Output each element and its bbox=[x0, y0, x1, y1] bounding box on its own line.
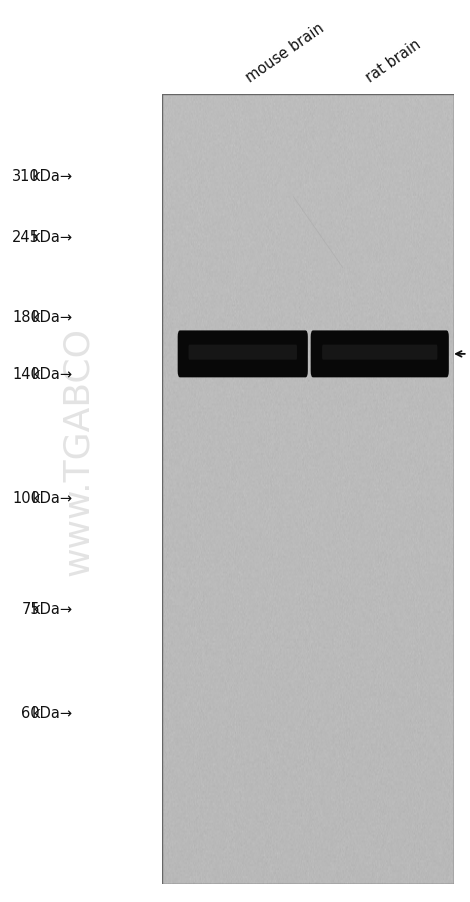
Text: 75: 75 bbox=[21, 602, 40, 616]
Text: kDa→: kDa→ bbox=[31, 230, 73, 244]
Text: kDa→: kDa→ bbox=[31, 602, 73, 616]
Text: kDa→: kDa→ bbox=[31, 169, 73, 183]
FancyBboxPatch shape bbox=[188, 345, 297, 360]
Text: 245: 245 bbox=[12, 230, 40, 244]
Text: 60: 60 bbox=[21, 705, 40, 720]
FancyBboxPatch shape bbox=[178, 331, 308, 378]
FancyBboxPatch shape bbox=[322, 345, 438, 360]
Text: kDa→: kDa→ bbox=[31, 705, 73, 720]
Text: kDa→: kDa→ bbox=[31, 367, 73, 382]
Text: 140: 140 bbox=[12, 367, 40, 382]
Text: kDa→: kDa→ bbox=[31, 310, 73, 325]
Text: kDa→: kDa→ bbox=[31, 491, 73, 505]
Text: rat brain: rat brain bbox=[363, 37, 423, 86]
FancyBboxPatch shape bbox=[311, 331, 449, 378]
Text: www.TGABCO: www.TGABCO bbox=[61, 327, 94, 575]
Text: 310: 310 bbox=[12, 169, 40, 183]
Text: mouse brain: mouse brain bbox=[243, 21, 327, 86]
Text: 180: 180 bbox=[12, 310, 40, 325]
Text: 100: 100 bbox=[12, 491, 40, 505]
